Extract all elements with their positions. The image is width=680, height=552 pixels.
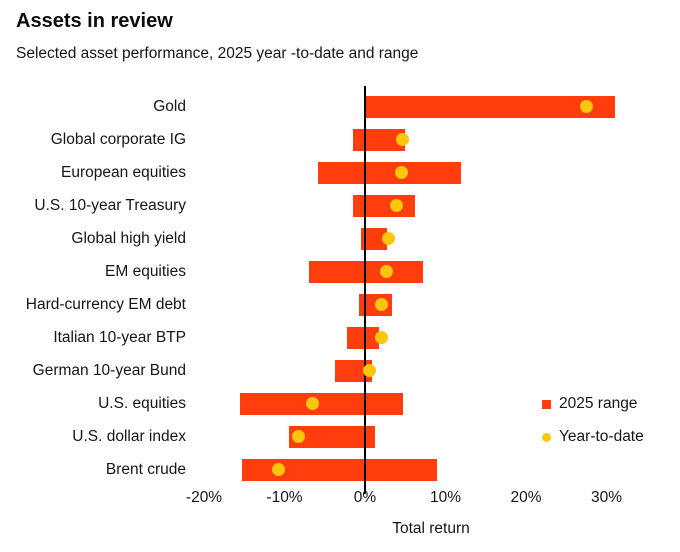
category-label: Global corporate IG: [50, 131, 186, 148]
ytd-dot: [291, 430, 305, 443]
range-bar: [240, 392, 403, 415]
ytd-dot: [374, 331, 388, 344]
category-label: European equities: [61, 164, 186, 181]
range-bar: [335, 359, 373, 382]
ytd-dot: [380, 265, 394, 278]
ytd-dot: [389, 199, 403, 212]
range-bar: [365, 95, 615, 118]
category-label: U.S. dollar index: [72, 428, 186, 445]
ytd-dot: [381, 232, 395, 245]
range-bar: [289, 425, 375, 448]
legend-label-ytd: Year-to-date: [559, 428, 644, 445]
legend-item-year-to-date: Year-to-date: [542, 428, 644, 446]
category-label: Italian 10-year BTP: [53, 329, 186, 346]
category-label: Gold: [153, 98, 186, 115]
category-label: U.S. equities: [98, 395, 186, 412]
category-label: U.S. 10-year Treasury: [34, 197, 186, 214]
zero-axis-line: [364, 86, 366, 494]
category-label: Hard-currency EM debt: [25, 296, 186, 313]
ytd-dot: [394, 166, 408, 179]
ytd-dot: [395, 133, 409, 146]
range-bar: [347, 326, 379, 349]
range-bar: [241, 458, 437, 481]
category-label: EM equities: [105, 263, 186, 280]
category-label: Global high yield: [71, 230, 186, 247]
x-axis-title: Total return: [392, 520, 470, 537]
x-tick-label: -10%: [266, 489, 303, 506]
ytd-dot: [306, 397, 320, 410]
ytd-dot: [362, 364, 376, 377]
ytd-dot: [271, 463, 285, 476]
ytd-dot: [375, 298, 389, 311]
ytd-dot: [579, 100, 593, 113]
range-bar: [360, 227, 387, 250]
legend-item-2025-range: 2025 range: [542, 395, 637, 413]
range-bar: [318, 161, 461, 184]
ytd-dot-icon: [542, 432, 551, 442]
legend-label-range: 2025 range: [559, 395, 638, 412]
category-label: Brent crude: [105, 461, 186, 478]
x-tick-label: 20%: [510, 489, 542, 506]
x-tick-label: -20%: [185, 489, 223, 506]
x-tick-label: 0%: [353, 489, 377, 506]
range-bar: [352, 128, 406, 151]
x-tick-label: 10%: [429, 489, 462, 506]
page-title: Assets in review: [16, 10, 173, 32]
category-label: German 10-year Bund: [32, 362, 186, 379]
page-subtitle: Selected asset performance, 2025 year -t…: [16, 45, 419, 62]
x-tick-label: 30%: [590, 489, 623, 506]
range-square-icon: [542, 399, 551, 409]
range-bar: [352, 194, 415, 217]
